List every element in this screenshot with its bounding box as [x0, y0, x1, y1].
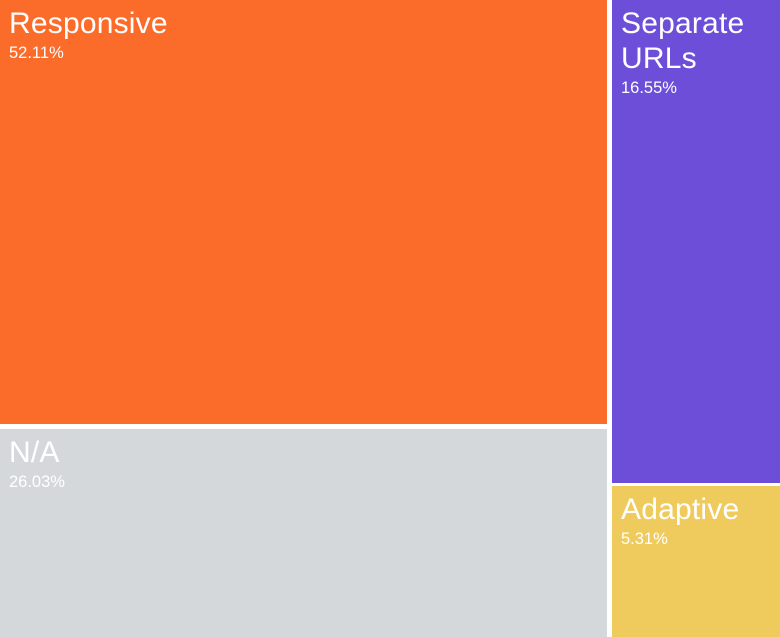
- treemap-cell-responsive[interactable]: Responsive 52.11%: [0, 0, 607, 424]
- cell-percent-separate-urls: 16.55%: [621, 79, 677, 97]
- cell-percent-na: 26.03%: [9, 473, 65, 491]
- treemap-cell-separate-urls[interactable]: Separate URLs 16.55%: [612, 0, 780, 483]
- cell-label-adaptive: Adaptive: [621, 493, 740, 526]
- cell-label-na: N/A: [9, 436, 60, 469]
- treemap-cell-adaptive[interactable]: Adaptive 5.31%: [612, 486, 780, 637]
- cell-percent-responsive: 52.11%: [9, 44, 64, 62]
- cell-label-responsive: Responsive: [9, 7, 168, 40]
- cell-percent-adaptive: 5.31%: [621, 530, 668, 548]
- treemap-cell-na[interactable]: N/A 26.03%: [0, 429, 607, 637]
- cell-label-separate-urls: Separate URLs: [621, 7, 745, 75]
